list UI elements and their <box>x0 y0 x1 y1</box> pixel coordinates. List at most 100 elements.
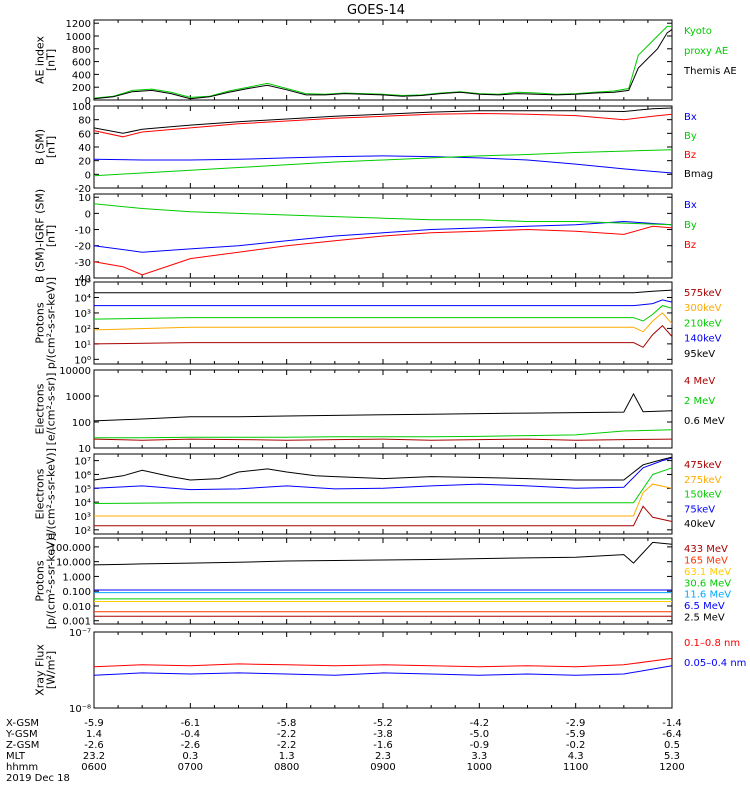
y-tick-label: 10¹ <box>74 340 91 351</box>
footer-value: 1100 <box>563 762 588 773</box>
series-bmag <box>93 107 673 134</box>
panel-ylabel: [W/m²] <box>45 651 58 689</box>
footer-value: -2.6 <box>181 740 201 751</box>
footer-value: -5.8 <box>277 718 297 729</box>
y-tick-label: 10⁻⁸ <box>69 704 91 715</box>
y-tick-label: 0 <box>85 170 91 181</box>
y-tick-label: 10⁷ <box>74 457 91 468</box>
y-tick-label: 0.100 <box>62 587 91 598</box>
footer-value: -2.6 <box>84 740 104 751</box>
legend-entry: Bx <box>684 200 697 211</box>
panel-xray: 10⁻⁸ 10⁻⁷ Xray Flux[W/m²] 0.1–0.8 nm 0.05–0.… <box>34 628 747 715</box>
footer-value: -5.9 <box>84 718 104 729</box>
panel-ylabel: [p/(cm²-s-sr-keV)] <box>45 533 58 630</box>
y-tick-label: 10³ <box>74 512 91 523</box>
legend-entry: 6.5 MeV <box>684 601 725 612</box>
footer-value: -2.9 <box>566 718 586 729</box>
footer-value: 0700 <box>178 762 203 773</box>
y-tick-label: 10 <box>78 444 91 455</box>
footer-value: 4.3 <box>568 751 584 762</box>
panel-frame <box>93 453 673 535</box>
panel-bigrf: -40 -30 -20 -10 0 10 B (SM)-IGRF (SM)[nT] Bx By B… <box>34 189 697 285</box>
y-tick-label: 0.001 <box>62 617 91 628</box>
y-tick-label: 100 <box>72 418 91 429</box>
y-tick-label: 10 <box>78 193 91 204</box>
panel-frame <box>93 537 673 625</box>
series-bz <box>93 225 673 276</box>
footer-value: 2.3 <box>375 751 391 762</box>
panel-ylabel: e/(cm²-s-sr-keV)] <box>45 448 58 540</box>
footer-value: -1.6 <box>373 740 393 751</box>
footer-row-label: Z-GSM <box>6 740 39 751</box>
series-kyoto-proxy-ae <box>93 25 672 99</box>
series-themis-ae <box>93 29 673 100</box>
footer-value: 0800 <box>274 762 299 773</box>
series-275kev <box>94 483 673 517</box>
panel-ylabel: p/(cm²-s-sr-keV)] <box>45 277 58 369</box>
panel-ylabel: B (SM) <box>34 129 47 165</box>
footer-value: 0900 <box>370 762 395 773</box>
series-210kev <box>93 305 673 322</box>
panel-electrons_ch: 10 100 1000 10000 Electrons[e/(cm²-s-sr)] 4 M… <box>34 366 725 455</box>
legend-entry: 140keV <box>684 334 722 345</box>
y-tick-label: 10⁰ <box>74 355 91 366</box>
y-tick-label: 0 <box>85 96 91 107</box>
panel-ylabel: Protons <box>34 560 47 601</box>
legend-entry: 75keV <box>684 504 715 515</box>
panel-frame <box>93 631 673 709</box>
legend-entry: 150keV <box>684 490 722 501</box>
footer-value: 0.3 <box>182 751 198 762</box>
legend-entry: 0.05–0.4 nm <box>684 658 746 669</box>
legend-entry: 30.6 MeV <box>684 578 731 589</box>
footer-value: -1.4 <box>662 718 682 729</box>
y-tick-label: 10⁴ <box>74 293 91 304</box>
footer-value: 1000 <box>467 762 492 773</box>
legend-entry: 210keV <box>684 318 722 329</box>
y-tick-label: 10³ <box>74 309 91 320</box>
y-tick-label: 600 <box>72 58 91 69</box>
footer-value: -2.2 <box>277 729 297 740</box>
y-tick-label: -30 <box>75 258 91 269</box>
legend-entry: 300keV <box>684 303 722 314</box>
legend-entry: By <box>684 131 697 142</box>
chart-title: GOES-14 <box>347 3 405 18</box>
panel-ylabel: Protons <box>34 302 47 343</box>
footer-row-label: MLT <box>6 751 26 762</box>
legend-entry: 11.6 MeV <box>684 590 731 601</box>
legend-entry: 165 MeV <box>684 555 728 566</box>
y-tick-label: 80 <box>78 116 91 127</box>
legend-entry: By <box>684 220 697 231</box>
y-tick-label: 200 <box>72 83 91 94</box>
footer-row-label: X-GSM <box>6 718 39 729</box>
y-tick-label: 10.000 <box>56 558 91 569</box>
y-tick-label: 10⁵ <box>74 484 91 495</box>
y-tick-label: 1000 <box>66 32 91 43</box>
series-bz <box>93 112 673 138</box>
panel-ylabel: B (SM)-IGRF (SM) <box>34 189 47 283</box>
y-tick-label: 10000 <box>59 366 91 377</box>
series-575kev <box>93 324 673 348</box>
legend-entry: 475keV <box>684 460 722 471</box>
series-300kev <box>93 312 673 333</box>
series-by <box>93 149 673 177</box>
legend-entry: Bmag <box>684 169 713 180</box>
footer-date: 2019 Dec 18 <box>6 773 70 784</box>
legend-entry: 275keV <box>684 475 722 486</box>
legend-entry: 95keV <box>684 349 715 360</box>
y-tick-label: 10⁴ <box>74 498 91 509</box>
footer-value: 5.3 <box>664 751 680 762</box>
panel-frame <box>93 281 673 365</box>
y-tick-label: 10⁻⁷ <box>69 628 91 639</box>
series-bx <box>93 220 673 253</box>
legend-entry: 63.1 MeV <box>684 567 731 578</box>
series-0-6-mev <box>93 392 673 422</box>
y-tick-label: 10² <box>74 526 91 537</box>
legend-entry: Bz <box>684 240 696 251</box>
y-tick-label: 20 <box>78 157 91 168</box>
footer-value: -5.0 <box>470 729 490 740</box>
legend-entry: 40keV <box>684 519 715 530</box>
series-by <box>93 203 673 226</box>
y-tick-label: 40 <box>78 143 91 154</box>
footer-value: 1.4 <box>86 729 102 740</box>
